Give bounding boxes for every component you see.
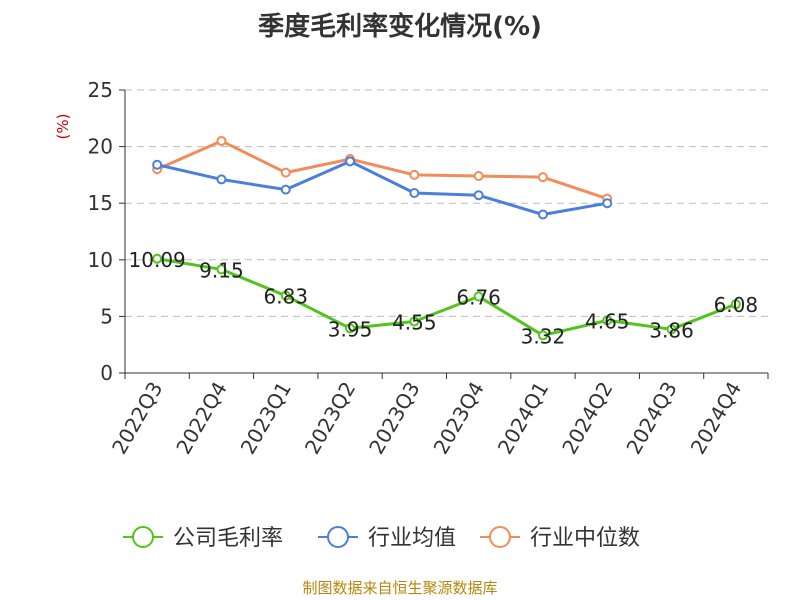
y-tick-label: 15	[88, 191, 113, 215]
data-label: 6.83	[263, 285, 308, 309]
series-line	[156, 257, 737, 337]
data-point	[280, 167, 291, 178]
data-point	[152, 253, 163, 264]
series-行业均值	[152, 156, 613, 220]
x-tick-label: 2024Q3	[621, 378, 681, 459]
x-tick-label: 2023Q1	[236, 378, 296, 459]
series-line	[156, 159, 608, 217]
x-tick-label: 2024Q1	[493, 378, 553, 459]
source-note: 制图数据来自恒生聚源数据库	[302, 579, 498, 597]
x-tick-label: 2022Q3	[107, 378, 167, 459]
data-point	[345, 323, 356, 334]
data-label: 3.86	[649, 318, 694, 342]
chart-title: 季度毛利率变化情况(%)	[258, 12, 542, 42]
data-point	[473, 190, 484, 201]
legend-item: 公司毛利率	[123, 526, 283, 551]
data-label: 4.55	[392, 310, 437, 334]
data-point	[216, 264, 227, 275]
series	[152, 135, 741, 341]
legend-swatch-marker	[132, 526, 154, 548]
data-label: 9.15	[199, 258, 244, 282]
data-labels: 10.09 9.15 6.83 3.95 4.55 6.76 3.32 4.65 3.86 6.0…	[129, 248, 759, 349]
legend-label: 行业均值	[368, 526, 456, 551]
data-point	[280, 290, 291, 301]
x-tick-label: 2024Q2	[557, 378, 617, 459]
y-tick-label: 10	[88, 248, 113, 272]
x-tick-label: 2022Q4	[171, 378, 231, 459]
x-tick-label: 2023Q4	[429, 378, 489, 459]
legend: 公司毛利率 行业均值 行业中位数	[123, 526, 640, 551]
y-tick-label: 25	[88, 78, 113, 102]
data-label: 3.95	[328, 317, 373, 341]
data-point	[409, 316, 420, 327]
data-point	[345, 156, 356, 167]
data-point	[602, 198, 613, 209]
grid-lines	[125, 89, 768, 317]
y-tick-label: 20	[88, 135, 113, 159]
data-point	[409, 169, 420, 180]
data-label: 6.08	[714, 293, 759, 317]
y-tick-label: 0	[100, 361, 113, 385]
x-tick-label: 2024Q4	[686, 378, 746, 459]
x-tick-label: 2023Q2	[300, 378, 360, 459]
data-point	[152, 159, 163, 170]
data-point	[216, 135, 227, 146]
y-axis-label: (%)	[54, 114, 72, 140]
data-point	[602, 315, 613, 326]
series-line	[156, 139, 608, 201]
data-point	[537, 209, 548, 220]
series-公司毛利率	[152, 253, 741, 341]
data-label: 4.65	[585, 309, 630, 333]
data-point	[216, 174, 227, 185]
data-point	[409, 188, 420, 199]
x-tick-label: 2023Q3	[364, 378, 424, 459]
data-label: 3.32	[521, 324, 566, 348]
data-point	[666, 324, 677, 335]
data-point	[537, 172, 548, 183]
y-tick-label: 5	[100, 304, 113, 328]
legend-item: 行业中位数	[480, 526, 640, 551]
data-point	[280, 184, 291, 195]
data-point	[473, 171, 484, 182]
data-label: 6.76	[456, 285, 501, 309]
legend-swatch-marker	[327, 526, 349, 548]
legend-swatch-marker	[489, 526, 511, 548]
legend-item: 行业均值	[318, 526, 456, 551]
data-point	[473, 291, 484, 302]
legend-label: 行业中位数	[530, 526, 640, 551]
data-point	[537, 330, 548, 341]
data-label: 10.09	[129, 248, 186, 272]
data-point	[730, 299, 741, 310]
legend-label: 公司毛利率	[173, 526, 283, 551]
